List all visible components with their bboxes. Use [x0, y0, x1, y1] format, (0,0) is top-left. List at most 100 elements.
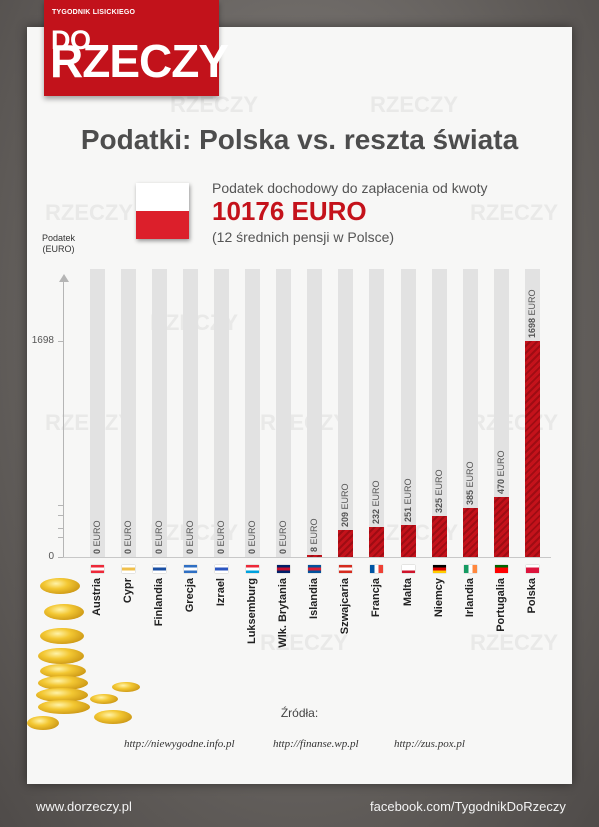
bar-track	[245, 269, 261, 557]
bar-track	[493, 269, 509, 557]
flag-icon-austria	[91, 565, 104, 573]
watermark: RZECZY	[260, 410, 348, 435]
logo-do: DO	[51, 25, 91, 55]
x-axis	[63, 557, 551, 558]
value-label-portugalia: 470 EURO	[495, 450, 506, 495]
category-label-grecja: Grecja	[184, 578, 197, 613]
value-label-cypr: 0 EURO	[123, 520, 134, 554]
value-label-islandia: 8 EURO	[309, 518, 320, 552]
flag-icon-portugalia	[494, 565, 508, 573]
bar-track	[462, 269, 478, 557]
category-label-portugalia: Portugalia	[494, 578, 507, 632]
flag-icon-cypr	[122, 565, 136, 573]
y-tick-minor	[58, 505, 64, 506]
value-label-niemcy: 325 EURO	[433, 469, 444, 513]
category-label-polska: Polska	[525, 578, 538, 614]
category-label-wlk-brytania: Wlk. Brytania	[277, 578, 290, 648]
footer-facebook-link[interactable]: facebook.com/TygodnikDoRzeczy	[370, 799, 566, 814]
category-label-luksemburg: Luksemburg	[246, 578, 259, 645]
coin-icon	[38, 648, 84, 664]
bar-niemcy	[431, 515, 447, 557]
bar-track	[183, 269, 199, 557]
bar-polska	[524, 341, 540, 557]
watermark: RZECZY	[470, 410, 558, 435]
category-label-szwajcaria: Szwajcaria	[339, 578, 352, 635]
value-label-malta: 251 EURO	[402, 478, 413, 523]
y-tick-minor	[58, 537, 64, 538]
coin-icon	[94, 710, 132, 724]
poland-flag-icon	[136, 183, 189, 239]
watermark: RZECZY	[45, 410, 133, 435]
bar-malta	[400, 525, 416, 557]
flag-icon-szwajcaria	[339, 565, 353, 573]
coin-icon	[90, 694, 118, 704]
bar-track	[338, 269, 354, 557]
y-tick-minor	[58, 515, 64, 516]
value-label-finlandia: 0 EURO	[154, 520, 165, 554]
flag-icon-islandia	[308, 565, 322, 573]
flag-icon-polska	[525, 565, 539, 573]
coin-icon	[40, 664, 86, 678]
flag-icon-luksemburg	[246, 565, 260, 573]
bar-track	[121, 269, 137, 557]
flag-icon-grecja	[184, 565, 198, 573]
category-label-islandia: Islandia	[308, 578, 321, 619]
flag-icon-malta	[401, 565, 415, 573]
flag-icon-francja	[370, 565, 384, 573]
value-label-francja: 232 EURO	[371, 480, 382, 525]
y-axis	[63, 280, 64, 558]
watermark: RZECZY	[45, 200, 133, 225]
y-tick-minor	[58, 528, 64, 529]
do-rzeczy-logo[interactable]: TYGODNIK LISICKIEGO DO RZECZY	[44, 0, 229, 96]
source-link[interactable]: http://finanse.wp.pl	[273, 738, 359, 750]
sources-heading: Źródła:	[280, 706, 319, 720]
value-label-luksemburg: 0 EURO	[247, 520, 258, 554]
flag-icon-izrael	[215, 565, 229, 573]
coin-icon	[112, 682, 140, 692]
info-note: (12 średnich pensji w Polsce)	[212, 229, 395, 245]
flag-icon-niemcy	[432, 565, 446, 573]
logo-name: RZECZY	[50, 35, 229, 87]
bar-track	[90, 269, 105, 557]
bar-track	[214, 269, 230, 557]
y-axis-label: Podatek (EURO)	[42, 233, 75, 255]
coin-icon	[36, 688, 88, 702]
flag-icon-irlandia	[463, 565, 477, 573]
info-amount: 10176 EURO	[212, 196, 367, 226]
bar-track	[400, 269, 416, 557]
bar-portugalia	[493, 497, 509, 557]
source-link[interactable]: http://zus.pox.pl	[394, 738, 465, 750]
watermark: RZECZY	[170, 92, 258, 117]
y-tick-label-0: 0	[48, 551, 54, 562]
infographic-card	[27, 27, 572, 784]
flag-icon-finlandia	[153, 565, 167, 573]
value-label-grecja: 0 EURO	[185, 520, 196, 554]
coin-icon	[40, 628, 84, 644]
bar-track	[307, 269, 323, 557]
coin-icon	[44, 604, 84, 620]
bar-islandia	[307, 555, 323, 557]
watermark: RZECZY	[370, 92, 458, 117]
y-tick-1698	[58, 341, 64, 342]
logo-subtitle: TYGODNIK LISICKIEGO	[52, 9, 136, 16]
source-link[interactable]: http://niewygodne.info.pl	[124, 738, 235, 750]
value-label-irlandia: 385 EURO	[464, 461, 475, 506]
bar-track	[152, 269, 168, 557]
category-label-irlandia: Irlandia	[463, 578, 476, 618]
flag-icon-wlk-brytania	[277, 565, 291, 573]
category-label-izrael: Izrael	[215, 578, 228, 607]
bar-track	[369, 269, 385, 557]
footer-website-link[interactable]: www.dorzeczy.pl	[36, 799, 132, 814]
category-label-niemcy: Niemcy	[432, 578, 445, 618]
value-label-szwajcaria: 209 EURO	[340, 483, 351, 528]
category-label-cypr: Cypr	[122, 578, 135, 604]
watermark: RZECZY	[260, 630, 348, 655]
y-axis-arrow	[59, 274, 69, 282]
coin-icon	[40, 578, 80, 594]
value-label-izrael: 0 EURO	[216, 520, 227, 554]
category-label-finlandia: Finlandia	[153, 578, 166, 627]
bar-irlandia	[462, 508, 478, 557]
value-label-austria: 0 EURO	[92, 520, 102, 554]
bar-francja	[369, 527, 385, 557]
coin-icon	[38, 676, 88, 690]
